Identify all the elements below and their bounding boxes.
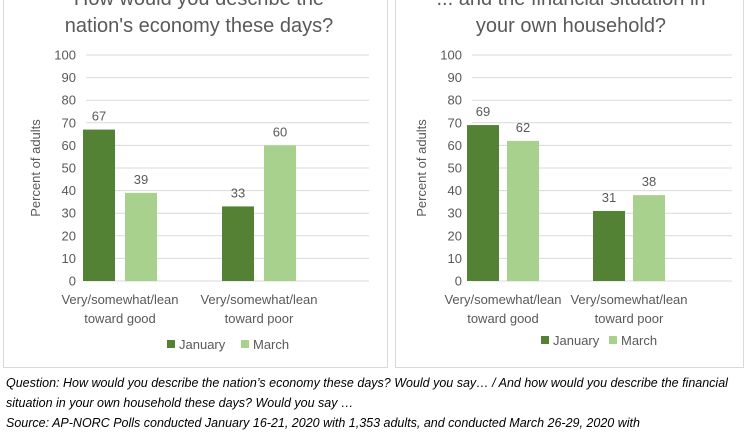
legend-swatch-march bbox=[609, 336, 617, 344]
bar-march bbox=[507, 140, 539, 281]
chart-title-line: ... and the financial situation in bbox=[436, 0, 705, 10]
y-tick-label: 10 bbox=[62, 251, 76, 266]
y-tick-label: 50 bbox=[62, 161, 76, 176]
x-category-label: Very/somewhat/lean bbox=[200, 292, 317, 307]
y-tick-label: 60 bbox=[448, 138, 462, 153]
chart-panel-economy: How would you describe the nation's econo… bbox=[3, 0, 388, 368]
bar-march bbox=[633, 195, 665, 281]
y-tick-label: 20 bbox=[448, 228, 462, 243]
bar-march bbox=[264, 145, 296, 281]
data-label: 62 bbox=[516, 120, 530, 135]
y-axis-label: Percent of adults bbox=[28, 119, 43, 217]
x-category-label: toward poor bbox=[225, 311, 294, 326]
chart-title-line: your own household? bbox=[476, 15, 666, 37]
y-tick-label: 100 bbox=[54, 48, 76, 63]
y-tick-label: 0 bbox=[455, 274, 462, 289]
data-label: 39 bbox=[134, 172, 148, 187]
y-tick-label: 70 bbox=[62, 115, 76, 130]
y-tick-label: 40 bbox=[448, 183, 462, 198]
legend-swatch-january bbox=[541, 336, 549, 344]
y-tick-label: 90 bbox=[62, 70, 76, 85]
y-tick-label: 80 bbox=[448, 93, 462, 108]
question-caption: Question: How would you describe the nat… bbox=[6, 376, 728, 410]
legend-swatch-january bbox=[167, 340, 175, 348]
chart-panel-household: ... and the financial situation in your o… bbox=[395, 0, 744, 368]
x-category-label: toward poor bbox=[595, 311, 664, 326]
y-axis-label: Percent of adults bbox=[414, 119, 429, 217]
legend-label-march: March bbox=[621, 333, 657, 348]
economy-chart: How would you describe the nation's econo… bbox=[28, 0, 369, 352]
data-label: 38 bbox=[642, 174, 656, 189]
y-tick-label: 30 bbox=[448, 206, 462, 221]
y-tick-label: 40 bbox=[62, 183, 76, 198]
x-category-label: Very/somewhat/lean bbox=[570, 292, 687, 307]
data-label: 31 bbox=[602, 190, 616, 205]
data-label: 69 bbox=[476, 104, 490, 119]
legend-swatch-march bbox=[241, 340, 249, 348]
bar-march bbox=[125, 192, 157, 281]
data-label: 67 bbox=[92, 109, 106, 124]
source-caption: Source: AP-NORC Polls conducted January … bbox=[6, 416, 640, 430]
x-category-label: toward good bbox=[84, 311, 156, 326]
x-category-label: Very/somewhat/lean bbox=[444, 292, 561, 307]
data-label: 60 bbox=[273, 124, 287, 139]
y-tick-label: 30 bbox=[62, 206, 76, 221]
y-tick-label: 80 bbox=[62, 93, 76, 108]
bar-january bbox=[593, 210, 625, 281]
bar-january bbox=[467, 125, 499, 281]
legend-label-january: January bbox=[553, 333, 600, 348]
bar-january bbox=[83, 129, 115, 281]
legend-label-march: March bbox=[253, 337, 289, 352]
y-tick-label: 100 bbox=[440, 48, 462, 63]
data-label: 33 bbox=[231, 185, 245, 200]
y-tick-label: 10 bbox=[448, 251, 462, 266]
y-tick-label: 0 bbox=[69, 274, 76, 289]
chart-title-line: nation's economy these days? bbox=[65, 15, 333, 37]
x-category-label: Very/somewhat/lean bbox=[61, 292, 178, 307]
y-tick-label: 50 bbox=[448, 161, 462, 176]
y-tick-label: 60 bbox=[62, 138, 76, 153]
household-chart: ... and the financial situation in your o… bbox=[414, 0, 732, 348]
x-category-label: toward good bbox=[467, 311, 539, 326]
bar-january bbox=[222, 206, 254, 281]
chart-title-line: How would you describe the bbox=[74, 0, 324, 10]
legend-label-january: January bbox=[179, 337, 226, 352]
y-tick-label: 70 bbox=[448, 115, 462, 130]
y-tick-label: 90 bbox=[448, 70, 462, 85]
y-tick-label: 20 bbox=[62, 228, 76, 243]
